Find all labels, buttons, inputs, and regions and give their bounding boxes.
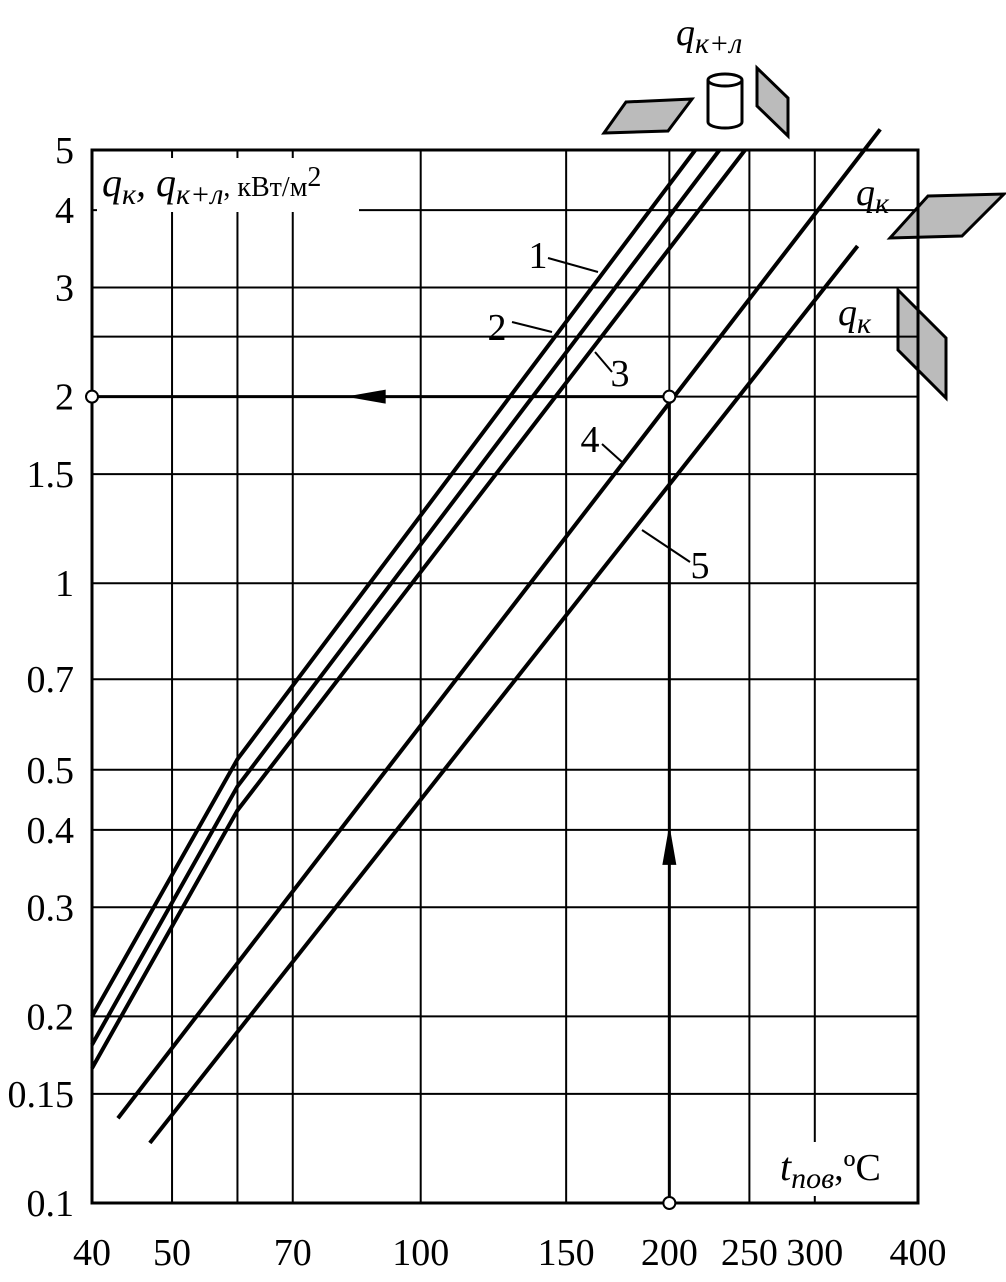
y-tick-label: 0.15 — [8, 1074, 75, 1116]
y-tick-label: 0.7 — [27, 659, 75, 701]
plot-frame — [90, 148, 920, 1205]
leader-line — [594, 351, 613, 373]
xlabel-bg — [775, 1142, 905, 1196]
top-label: qк+л — [676, 12, 742, 60]
q: q — [676, 12, 695, 54]
example-point — [85, 389, 99, 404]
q: q — [856, 172, 875, 214]
icon-plate — [886, 192, 1006, 240]
x-tick-label: 300 — [786, 1232, 843, 1274]
leader-line — [641, 529, 691, 563]
sub: к+л — [695, 27, 742, 60]
y-axis-label: qк, qк+л, кВт/м2 — [102, 160, 321, 211]
label-part: ,ºС — [834, 1147, 881, 1189]
leader-line — [547, 257, 599, 273]
label-part: q — [102, 160, 122, 205]
y-tick-label: 1.5 — [27, 454, 75, 496]
arrow — [662, 824, 677, 865]
y-tick-label: 0.3 — [27, 887, 75, 929]
series-line — [116, 128, 882, 1120]
sub: к — [857, 307, 872, 340]
series-line — [90, 148, 722, 1046]
label-part: к — [122, 178, 137, 211]
x-tick-label: 50 — [153, 1232, 191, 1274]
label-part: , q — [136, 160, 176, 205]
y-tick-label: 0.5 — [27, 750, 75, 792]
x-tick-label: 250 — [721, 1232, 778, 1274]
series-label: 1 — [529, 235, 548, 277]
label-part: , кВт/м — [223, 172, 307, 203]
x-tick-label: 100 — [392, 1232, 449, 1274]
y-tick-label: 4 — [55, 190, 74, 232]
sub: к — [875, 187, 890, 220]
leader-line — [601, 443, 623, 463]
label-part: t — [780, 1144, 792, 1189]
y-tick-label: 0.4 — [27, 810, 75, 852]
x-tick-label: 400 — [890, 1232, 947, 1274]
series-label: 3 — [611, 353, 630, 395]
leader-line — [511, 321, 553, 333]
q: q — [838, 292, 857, 334]
series-line — [148, 244, 860, 1145]
x-tick-label: 70 — [274, 1232, 312, 1274]
y-tick-label: 2 — [55, 377, 74, 419]
icon-plate — [601, 97, 696, 135]
series-line — [90, 148, 697, 1018]
y-tick-label: 5 — [55, 130, 74, 172]
x-tick-label: 200 — [641, 1232, 698, 1274]
example-point — [662, 1196, 677, 1210]
x-tick-label: 150 — [538, 1232, 595, 1274]
label-part: к+л — [176, 178, 223, 211]
x-axis-label: tпов,ºС — [780, 1144, 881, 1195]
y-tick-label: 3 — [55, 267, 74, 309]
series-label: 4 — [581, 419, 600, 461]
series-label: 2 — [488, 307, 507, 349]
y-tick-label: 0.1 — [27, 1183, 75, 1225]
label-part: пов — [791, 1162, 834, 1195]
icons — [601, 64, 1006, 402]
icon-cylinder — [706, 80, 744, 130]
icon-wall — [896, 286, 948, 402]
ylabel-bg — [97, 158, 359, 212]
label-part: 2 — [307, 162, 321, 193]
icon-cylinder-top — [706, 72, 744, 88]
y-tick-label: 1 — [55, 563, 74, 605]
series-label: 5 — [691, 545, 710, 587]
arrow — [345, 389, 386, 404]
series-line — [90, 148, 747, 1070]
icon-wall — [755, 64, 790, 140]
x-tick-label: 40 — [73, 1232, 111, 1274]
example-point — [662, 389, 677, 404]
y-tick-label: 0.2 — [27, 996, 75, 1038]
top-label: qк — [856, 172, 890, 220]
top-label: qк — [838, 292, 872, 340]
